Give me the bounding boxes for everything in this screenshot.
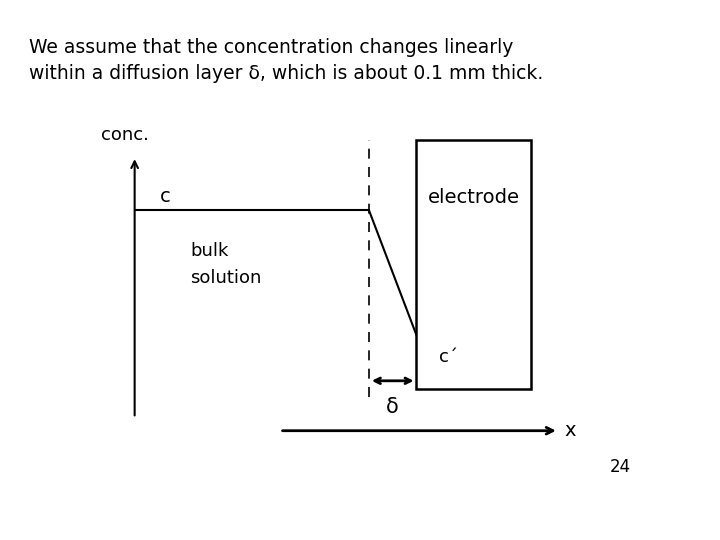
Text: c´: c´ <box>438 348 458 366</box>
Text: bulk
solution: bulk solution <box>190 242 262 287</box>
Text: x: x <box>564 421 576 440</box>
Text: 24: 24 <box>610 458 631 476</box>
Text: We assume that the concentration changes linearly
within a diffusion layer δ, wh: We assume that the concentration changes… <box>29 38 543 83</box>
Text: δ: δ <box>387 397 399 417</box>
Bar <box>416 140 531 389</box>
Text: electrode: electrode <box>428 188 520 207</box>
Text: c: c <box>160 187 171 206</box>
Text: conc.: conc. <box>101 126 149 144</box>
